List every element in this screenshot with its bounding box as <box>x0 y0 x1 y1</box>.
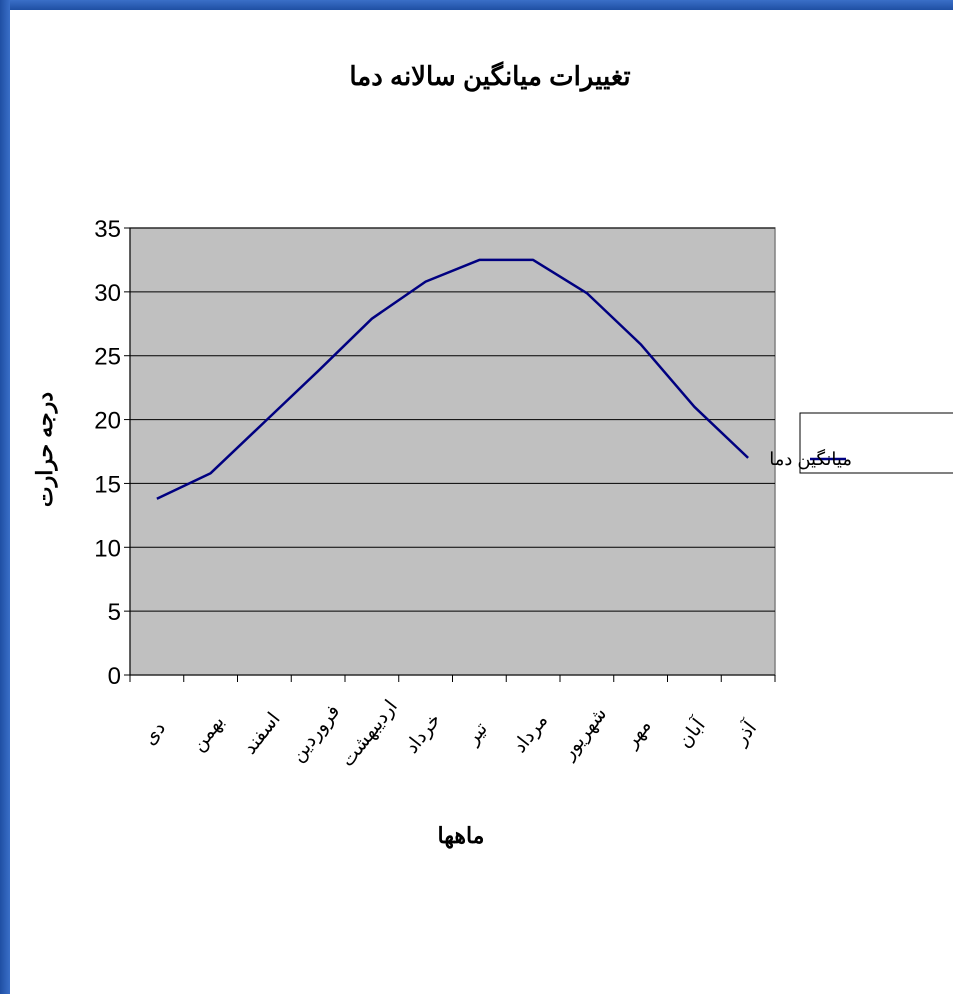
chart-title: تغییرات میانگین سالانه دما <box>349 61 630 92</box>
y-tick-label: 0 <box>108 663 121 690</box>
x-tick-label: اسفند <box>239 709 284 759</box>
x-tick-label: شهریور <box>557 704 611 765</box>
temperature-line-chart: تغییرات میانگین سالانه دما 0 5 10 15 20 25 30 3… <box>32 61 953 849</box>
x-tick-label: فروردین <box>287 701 344 766</box>
y-tick-label: 20 <box>94 408 121 435</box>
x-tick-label: تیر <box>462 719 492 750</box>
x-tick-label: مرداد <box>509 710 552 757</box>
slide-frame-top <box>0 0 953 10</box>
x-tick-label: آذر <box>728 716 761 750</box>
grid-lines <box>130 227 775 612</box>
x-tick-label: اردیبهشت <box>337 696 402 771</box>
plot-area <box>129 227 776 676</box>
x-tick-label: مهر <box>620 716 655 753</box>
slide-frame-left <box>0 0 10 994</box>
x-axis-title: ماهها <box>438 823 485 849</box>
y-tick-label: 30 <box>94 280 121 307</box>
y-axis-ticks: 0 5 10 15 20 25 30 35 <box>94 216 130 690</box>
y-tick-label: 15 <box>94 471 121 498</box>
y-tick-label: 10 <box>94 535 121 562</box>
y-tick-label: 35 <box>94 216 121 243</box>
y-axis-title: درجه حرارت <box>32 392 58 507</box>
series-layer <box>156 258 749 500</box>
series-line <box>156 258 749 500</box>
x-tick-label: خرداد <box>401 710 445 758</box>
x-tick-label: دی <box>139 718 170 749</box>
y-tick-label: 25 <box>94 344 121 371</box>
legend-box <box>799 412 953 474</box>
slide-canvas: تغییرات میانگین سالانه دما 0 5 10 15 20 25 30 3… <box>10 10 953 994</box>
y-tick-label: 5 <box>108 599 121 626</box>
x-tick-label: آبان <box>673 713 710 752</box>
x-tick-label: بهمن <box>188 712 229 756</box>
legend-label: میانگین دما <box>769 448 852 470</box>
legend: میانگین دما <box>769 412 953 474</box>
